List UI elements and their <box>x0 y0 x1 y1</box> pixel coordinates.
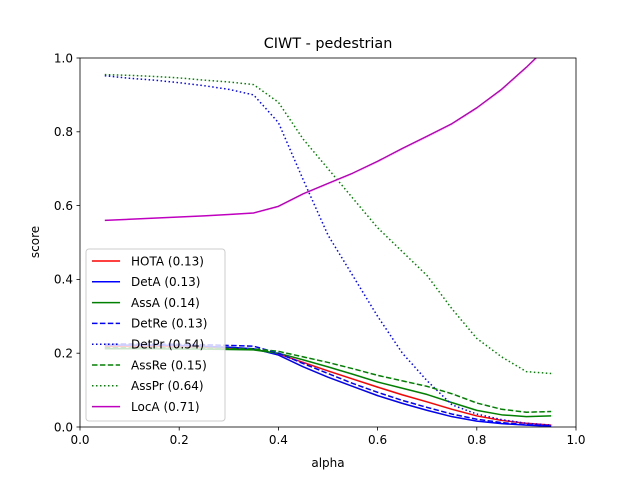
y-tick-label: 0.4 <box>54 273 73 287</box>
y-axis-label: score <box>28 226 42 258</box>
x-tick-label: 0.6 <box>368 433 387 447</box>
legend-entry: LocA (0.71) <box>131 400 200 414</box>
chart-title: CIWT - pedestrian <box>264 36 393 52</box>
x-tick-label: 0.2 <box>170 433 189 447</box>
y-tick-label: 0.0 <box>54 420 73 434</box>
legend-entry: AssA (0.14) <box>131 296 200 310</box>
x-tick-label: 0.0 <box>70 433 89 447</box>
x-axis-label: alpha <box>311 456 344 470</box>
legend-entry: DetRe (0.13) <box>131 317 207 331</box>
legend-entry: DetPr (0.54) <box>131 338 204 352</box>
series-line-5 <box>104 74 552 426</box>
legend-entry: DetA (0.13) <box>131 275 200 289</box>
series-line-7 <box>104 73 552 375</box>
axes: 0.0 0.2 0.4 0.6 0.8 1.0 0.0 0.2 0.4 0.6 0.8 1.0 <box>54 51 586 447</box>
legend-entry: AssPr (0.64) <box>131 379 204 393</box>
x-tick-label: 1.0 <box>566 433 585 447</box>
legend-entry: AssRe (0.15) <box>131 358 207 372</box>
series-line-8 <box>104 58 538 222</box>
plot-frame <box>79 57 577 428</box>
legend: HOTA (0.13) DetA (0.13) AssA (0.14) DetRe (… <box>85 248 226 422</box>
y-tick-label: 0.6 <box>54 199 73 213</box>
x-tick-label: 0.4 <box>269 433 288 447</box>
y-tick-label: 0.8 <box>54 125 73 139</box>
legend-entry: HOTA (0.13) <box>131 254 204 268</box>
legend-box <box>85 248 226 422</box>
y-tick-label: 1.0 <box>54 51 73 65</box>
x-tick-label: 0.8 <box>467 433 486 447</box>
y-tick-label: 0.2 <box>54 347 73 361</box>
